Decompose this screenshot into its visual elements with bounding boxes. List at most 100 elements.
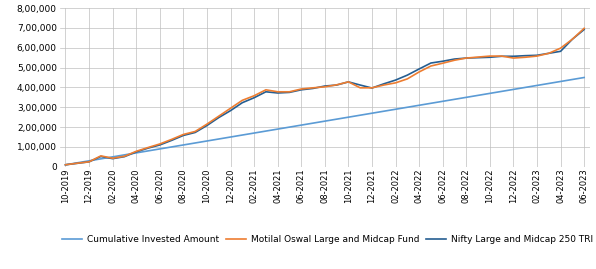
Motilal Oswal Large and Midcap Fund	[392, 81, 399, 84]
Motilal Oswal Large and Midcap Fund	[510, 56, 517, 60]
Cumulative Invested Amount	[522, 86, 529, 89]
Motilal Oswal Large and Midcap Fund	[498, 54, 505, 58]
Nifty Large and Midcap 250 TRI	[144, 147, 151, 150]
Line: Cumulative Invested Amount: Cumulative Invested Amount	[66, 77, 584, 165]
Motilal Oswal Large and Midcap Fund	[203, 122, 210, 126]
Motilal Oswal Large and Midcap Fund	[156, 142, 163, 146]
Nifty Large and Midcap 250 TRI	[462, 56, 470, 60]
Motilal Oswal Large and Midcap Fund	[380, 83, 387, 87]
Motilal Oswal Large and Midcap Fund	[427, 64, 434, 68]
Nifty Large and Midcap 250 TRI	[74, 162, 81, 165]
Motilal Oswal Large and Midcap Fund	[309, 86, 316, 89]
Cumulative Invested Amount	[510, 88, 517, 91]
Cumulative Invested Amount	[286, 125, 293, 129]
Motilal Oswal Large and Midcap Fund	[144, 146, 151, 149]
Cumulative Invested Amount	[85, 159, 92, 162]
Nifty Large and Midcap 250 TRI	[427, 61, 434, 65]
Nifty Large and Midcap 250 TRI	[403, 73, 411, 77]
Cumulative Invested Amount	[356, 114, 364, 117]
Motilal Oswal Large and Midcap Fund	[262, 88, 269, 91]
Cumulative Invested Amount	[368, 112, 375, 115]
Motilal Oswal Large and Midcap Fund	[415, 70, 423, 73]
Cumulative Invested Amount	[62, 163, 69, 167]
Motilal Oswal Large and Midcap Fund	[239, 99, 246, 102]
Nifty Large and Midcap 250 TRI	[557, 50, 564, 53]
Nifty Large and Midcap 250 TRI	[439, 60, 446, 63]
Nifty Large and Midcap 250 TRI	[227, 109, 234, 112]
Cumulative Invested Amount	[274, 128, 281, 131]
Motilal Oswal Large and Midcap Fund	[439, 62, 446, 65]
Nifty Large and Midcap 250 TRI	[321, 84, 328, 88]
Motilal Oswal Large and Midcap Fund	[533, 54, 541, 58]
Motilal Oswal Large and Midcap Fund	[333, 83, 340, 86]
Nifty Large and Midcap 250 TRI	[533, 54, 541, 57]
Nifty Large and Midcap 250 TRI	[486, 56, 493, 59]
Cumulative Invested Amount	[533, 84, 541, 87]
Cumulative Invested Amount	[380, 110, 387, 113]
Nifty Large and Midcap 250 TRI	[581, 28, 588, 31]
Nifty Large and Midcap 250 TRI	[309, 87, 316, 90]
Motilal Oswal Large and Midcap Fund	[191, 130, 198, 133]
Motilal Oswal Large and Midcap Fund	[403, 77, 411, 80]
Cumulative Invested Amount	[168, 145, 175, 148]
Cumulative Invested Amount	[321, 119, 328, 123]
Motilal Oswal Large and Midcap Fund	[85, 160, 92, 164]
Nifty Large and Midcap 250 TRI	[168, 139, 175, 142]
Nifty Large and Midcap 250 TRI	[109, 157, 116, 160]
Motilal Oswal Large and Midcap Fund	[180, 133, 187, 136]
Cumulative Invested Amount	[309, 122, 316, 125]
Motilal Oswal Large and Midcap Fund	[250, 94, 257, 97]
Cumulative Invested Amount	[215, 137, 222, 141]
Nifty Large and Midcap 250 TRI	[498, 55, 505, 58]
Motilal Oswal Large and Midcap Fund	[62, 163, 69, 166]
Cumulative Invested Amount	[262, 129, 269, 133]
Nifty Large and Midcap 250 TRI	[510, 55, 517, 58]
Motilal Oswal Large and Midcap Fund	[486, 54, 493, 58]
Motilal Oswal Large and Midcap Fund	[356, 86, 364, 89]
Cumulative Invested Amount	[498, 90, 505, 93]
Cumulative Invested Amount	[403, 106, 411, 109]
Motilal Oswal Large and Midcap Fund	[274, 90, 281, 93]
Motilal Oswal Large and Midcap Fund	[474, 55, 482, 59]
Motilal Oswal Large and Midcap Fund	[545, 52, 552, 55]
Nifty Large and Midcap 250 TRI	[262, 90, 269, 93]
Cumulative Invested Amount	[462, 96, 470, 99]
Nifty Large and Midcap 250 TRI	[333, 83, 340, 87]
Nifty Large and Midcap 250 TRI	[133, 150, 140, 154]
Nifty Large and Midcap 250 TRI	[215, 116, 222, 119]
Cumulative Invested Amount	[203, 139, 210, 143]
Nifty Large and Midcap 250 TRI	[286, 91, 293, 94]
Nifty Large and Midcap 250 TRI	[380, 82, 387, 86]
Motilal Oswal Large and Midcap Fund	[133, 150, 140, 153]
Cumulative Invested Amount	[74, 161, 81, 164]
Cumulative Invested Amount	[581, 76, 588, 79]
Motilal Oswal Large and Midcap Fund	[168, 138, 175, 141]
Motilal Oswal Large and Midcap Fund	[581, 27, 588, 30]
Nifty Large and Midcap 250 TRI	[121, 155, 128, 158]
Nifty Large and Midcap 250 TRI	[97, 155, 104, 158]
Cumulative Invested Amount	[545, 82, 552, 85]
Cumulative Invested Amount	[415, 104, 423, 107]
Cumulative Invested Amount	[227, 135, 234, 139]
Cumulative Invested Amount	[109, 155, 116, 158]
Cumulative Invested Amount	[333, 118, 340, 121]
Motilal Oswal Large and Midcap Fund	[297, 87, 305, 91]
Nifty Large and Midcap 250 TRI	[569, 38, 576, 41]
Legend: Cumulative Invested Amount, Motilal Oswal Large and Midcap Fund, Nifty Large and: Cumulative Invested Amount, Motilal Oswa…	[59, 232, 596, 248]
Nifty Large and Midcap 250 TRI	[474, 56, 482, 59]
Nifty Large and Midcap 250 TRI	[345, 80, 352, 83]
Motilal Oswal Large and Midcap Fund	[345, 80, 352, 83]
Nifty Large and Midcap 250 TRI	[180, 134, 187, 137]
Nifty Large and Midcap 250 TRI	[203, 124, 210, 127]
Cumulative Invested Amount	[133, 151, 140, 154]
Nifty Large and Midcap 250 TRI	[274, 91, 281, 95]
Cumulative Invested Amount	[392, 108, 399, 111]
Cumulative Invested Amount	[121, 153, 128, 157]
Motilal Oswal Large and Midcap Fund	[557, 47, 564, 50]
Motilal Oswal Large and Midcap Fund	[109, 157, 116, 160]
Cumulative Invested Amount	[451, 98, 458, 101]
Motilal Oswal Large and Midcap Fund	[97, 154, 104, 157]
Cumulative Invested Amount	[180, 143, 187, 147]
Cumulative Invested Amount	[474, 94, 482, 97]
Motilal Oswal Large and Midcap Fund	[321, 85, 328, 89]
